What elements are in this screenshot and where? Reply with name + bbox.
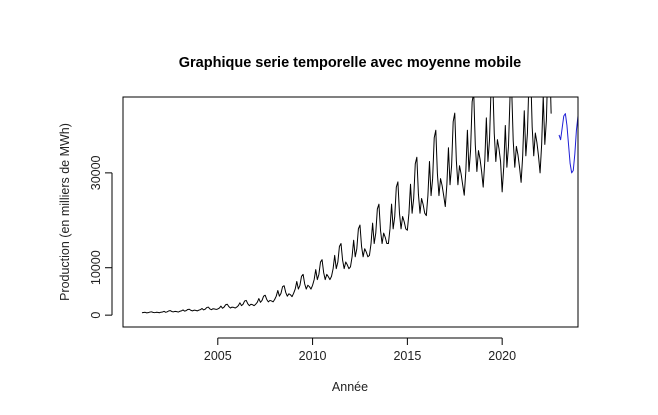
y-tick-label: 10000 <box>89 250 103 285</box>
x-axis-label: Année <box>332 380 368 394</box>
y-axis: 0 10000 30000 <box>89 155 113 319</box>
x-tick-label: 2010 <box>299 349 327 363</box>
chart-title: Graphique serie temporelle avec moyenne … <box>179 55 522 71</box>
y-axis-label: Production (en milliers de MWh) <box>58 123 72 301</box>
plot-area <box>122 96 579 328</box>
series-line-production <box>141 97 552 314</box>
plot-frame <box>122 96 579 328</box>
y-tick-label: 0 <box>89 312 103 319</box>
x-tick-label: 2005 <box>204 349 232 363</box>
x-tick-label: 2015 <box>393 349 421 363</box>
x-tick-label: 2020 <box>488 349 516 363</box>
series-layer <box>141 97 578 314</box>
y-tick-label: 30000 <box>89 155 103 190</box>
series-line-moyenne-mobile <box>558 113 578 174</box>
x-axis: 2005 2010 2015 2020 <box>204 337 516 363</box>
